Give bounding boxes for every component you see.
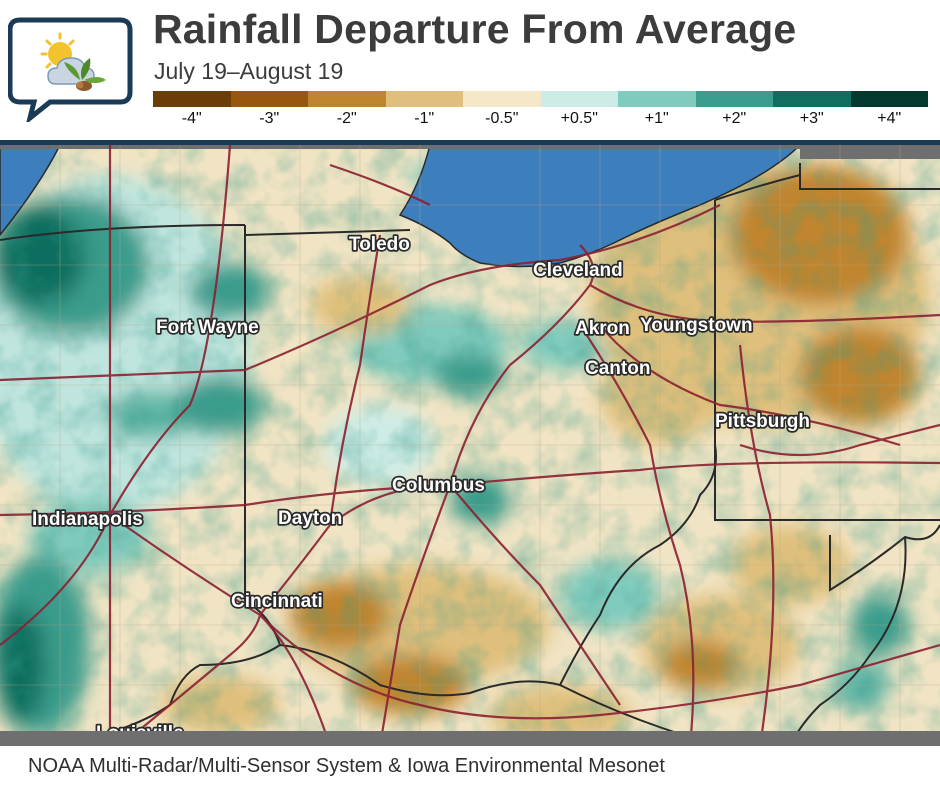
- chart-title: Rainfall Departure From Average: [153, 6, 797, 52]
- legend-swatch: [540, 91, 618, 107]
- legend-labels: -4" -3" -2" -1" -0.5" +0.5" +1" +2" +3" +4": [153, 110, 928, 128]
- legend-label: -2": [336, 110, 357, 127]
- legend-label: -1": [414, 110, 435, 127]
- highways: [0, 145, 940, 746]
- legend-label: +0.5": [560, 110, 598, 127]
- map-top-edge-strip: [0, 145, 940, 149]
- legend-label: +1": [644, 110, 669, 127]
- legend-color-bar: [153, 91, 928, 107]
- header: Rainfall Departure From Average July 19–…: [0, 0, 940, 140]
- weather-logo-icon: [7, 14, 136, 125]
- city-label-fort-wayne: Fort Wayne: [156, 317, 259, 338]
- city-label-canton: Canton: [585, 358, 650, 379]
- legend-swatch: [153, 91, 231, 107]
- city-label-akron: Akron: [575, 318, 630, 339]
- legend-swatch: [695, 91, 773, 107]
- chart-subtitle: July 19–August 19: [154, 58, 344, 84]
- city-label-columbus: Columbus: [392, 475, 485, 496]
- legend-label: -0.5": [485, 110, 519, 127]
- legend-swatch: [385, 91, 463, 107]
- county-lines: [0, 145, 940, 746]
- data-source-credit: NOAA Multi-Radar/Multi-Sensor System & I…: [28, 755, 665, 777]
- legend-swatch: [308, 91, 386, 107]
- city-labels: Toledo Cleveland Fort Wayne Akron Youngs…: [30, 232, 811, 745]
- legend-swatch: [618, 91, 696, 107]
- footer: NOAA Multi-Radar/Multi-Sensor System & I…: [0, 746, 940, 788]
- header-divider: [0, 140, 940, 145]
- map-canvas: Toledo Cleveland Fort Wayne Akron Youngs…: [0, 145, 940, 746]
- legend-swatch: [463, 91, 541, 107]
- state-borders: [0, 163, 940, 746]
- legend-swatch: [773, 91, 851, 107]
- city-label-pittsburgh: Pittsburgh: [715, 411, 810, 432]
- rainfall-map: Toledo Cleveland Fort Wayne Akron Youngs…: [0, 145, 940, 746]
- legend-swatch: [230, 91, 308, 107]
- city-label-cincinnati: Cincinnati: [231, 591, 323, 612]
- city-label-dayton: Dayton: [278, 508, 342, 529]
- city-label-toledo: Toledo: [349, 234, 410, 255]
- city-label-indianapolis: Indianapolis: [32, 509, 143, 530]
- legend-label: -4": [181, 110, 202, 127]
- city-label-youngstown: Youngstown: [640, 315, 753, 336]
- map-bottom-edge: [0, 731, 940, 746]
- legend-swatch: [850, 91, 928, 107]
- legend-label: +3": [799, 110, 824, 127]
- city-label-cleveland: Cleveland: [533, 260, 623, 281]
- legend-label: -3": [259, 110, 280, 127]
- legend-label: +2": [722, 110, 747, 127]
- legend-label: +4": [877, 110, 902, 127]
